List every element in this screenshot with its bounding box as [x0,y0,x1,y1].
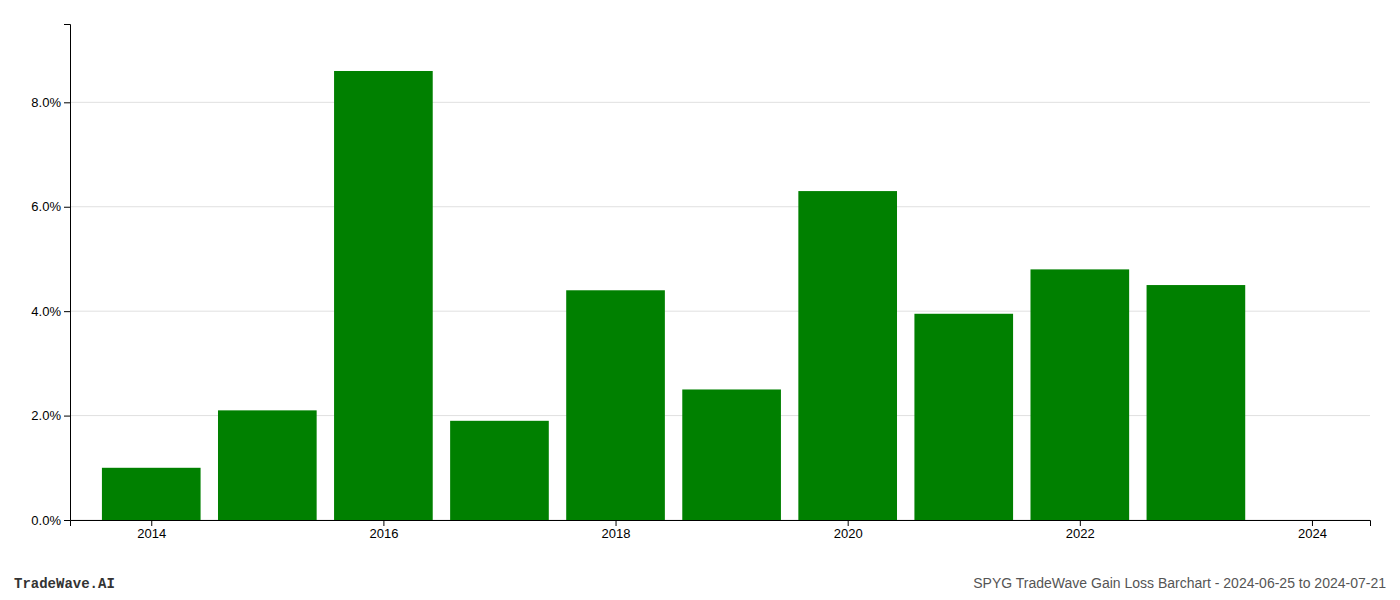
y-tick-label: 6.0% [31,199,61,214]
y-tick-mark [64,207,70,208]
x-tick-label: 2020 [834,526,863,541]
y-tick-mark [64,102,70,103]
y-tick-label: 2.0% [31,408,61,423]
x-tick: 2020 [834,520,863,541]
y-tick-label: 4.0% [31,304,61,319]
y-tick-mark [64,311,70,312]
x-tick-mark [1080,520,1081,526]
footer-left: TradeWave.AI [14,576,115,592]
x-tick-label: 2014 [137,526,166,541]
x-tick-mark [848,520,849,526]
chart: 2014 2016 2018 2020 2022 2024 0.0% 2.0% 4.0% 6.0%… [0,0,1400,600]
grid-line [70,102,1370,103]
x-tick-label: 2018 [602,526,631,541]
y-axis-line [64,25,71,521]
y-tick: 6.0% [31,199,70,214]
plot: 2014 2016 2018 2020 2022 2024 0.0% 2.0% 4.0% 6.0%… [31,25,1370,542]
x-axis: 2014 2016 2018 2020 2022 2024 [71,520,1371,541]
x-tick: 2016 [369,520,398,541]
x-tick: 2022 [1066,520,1095,541]
bar [334,71,433,520]
y-tick: 8.0% [31,95,70,110]
bar [218,410,317,520]
bar [682,389,781,520]
bar [450,421,549,520]
x-tick-mark [616,520,617,526]
x-tick-label: 2022 [1066,526,1095,541]
y-tick: 4.0% [31,304,70,319]
y-axis: 0.0% 2.0% 4.0% 6.0% 8.0% [31,25,70,528]
y-tick-mark [64,520,70,521]
y-tick-label: 0.0% [31,513,61,528]
x-tick-label: 2016 [369,526,398,541]
footer-right: SPYG TradeWave Gain Loss Barchart - 2024… [973,575,1386,591]
bar [566,290,665,520]
bar [798,191,897,520]
bar [1030,269,1129,520]
x-tick-mark [151,520,152,526]
grid [70,102,1370,520]
x-tick-mark [1312,520,1313,526]
x-tick: 2014 [137,520,166,541]
y-tick: 2.0% [31,408,70,423]
x-axis-line [71,521,1371,527]
grid-line [70,206,1370,207]
bar [102,468,201,520]
x-tick-label: 2024 [1298,526,1327,541]
bars [102,71,1245,520]
bar [1147,285,1246,520]
bar [914,314,1013,520]
y-tick-mark [64,416,70,417]
x-tick: 2018 [602,520,631,541]
x-tick: 2024 [1298,520,1327,541]
y-tick-label: 8.0% [31,95,61,110]
y-tick: 0.0% [31,513,70,528]
x-tick-mark [383,520,384,526]
